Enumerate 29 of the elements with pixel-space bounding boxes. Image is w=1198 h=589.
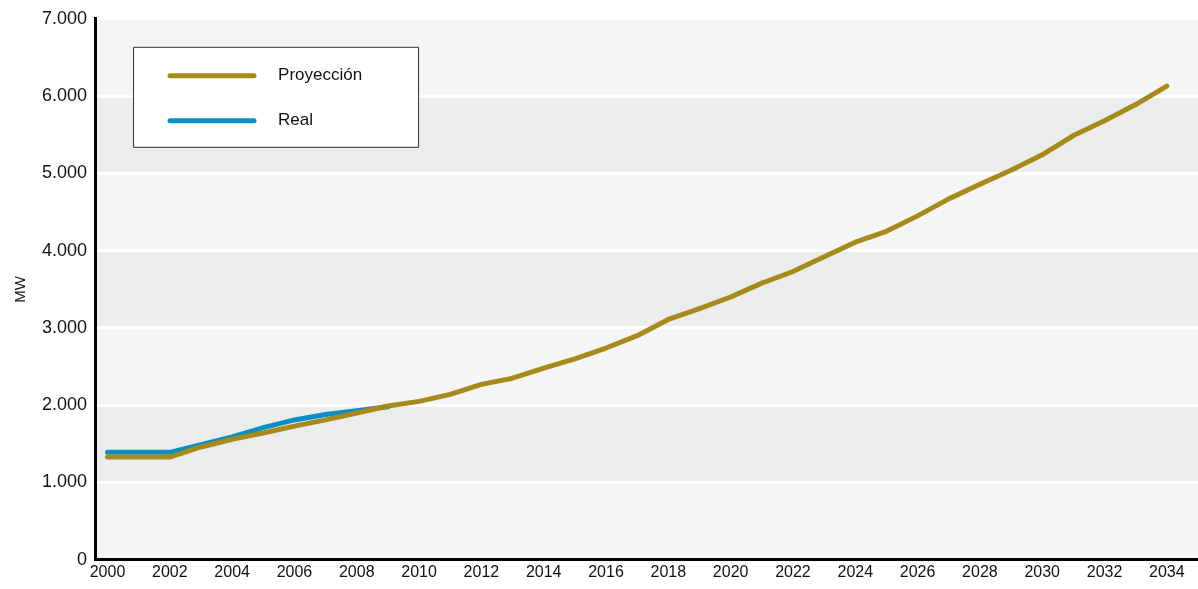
y-tick-label: 3.000 [42,316,88,337]
legend-label: Proyección [278,65,363,85]
x-tick-label: 2004 [214,562,251,580]
x-tick-label: 2014 [525,562,562,580]
x-tick-label: 2034 [1149,562,1185,580]
x-tick-label: 2010 [401,562,437,580]
x-tick-label: 2012 [463,562,500,580]
x-tick-label: 2022 [775,562,811,580]
y-axis-title: MW [11,275,29,303]
legend-label: Real [278,110,314,130]
y-tick-label: 1.000 [42,471,88,492]
y-tick-label: 2.000 [42,394,88,415]
x-tick-label: 2030 [1024,562,1061,580]
x-tick-label: 2008 [338,562,375,580]
x-tick-label: 2026 [899,562,936,580]
x-tick-label: 2016 [588,562,624,580]
x-tick-label: 2018 [650,562,687,580]
x-tick-label: 2028 [962,562,998,580]
y-tick-label: 4.000 [42,239,88,260]
y-tick-label: 5.000 [42,162,88,183]
y-tick-label: 0 [77,548,88,569]
x-tick-label: 2024 [837,562,874,580]
x-tick-label: 2032 [1086,562,1123,580]
x-tick-label: 2020 [712,562,749,580]
x-tick-label: 2002 [152,562,188,580]
x-tick-label: 2000 [89,562,126,580]
y-tick-label: 6.000 [42,85,88,106]
y-tick-label: 7.000 [42,7,88,28]
x-tick-label: 2006 [276,562,313,580]
